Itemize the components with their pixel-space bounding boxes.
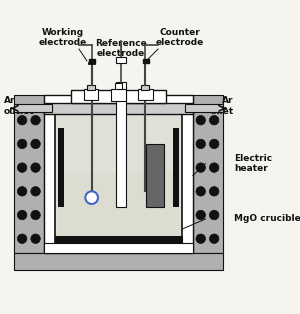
- Bar: [55, 236, 182, 243]
- Bar: [138, 89, 152, 100]
- Circle shape: [196, 234, 206, 243]
- Text: Reference
electrode: Reference electrode: [95, 39, 147, 58]
- Circle shape: [196, 139, 206, 149]
- Circle shape: [209, 234, 219, 243]
- Bar: [116, 57, 126, 63]
- Circle shape: [31, 116, 40, 125]
- Bar: [142, 85, 149, 90]
- Circle shape: [17, 139, 27, 149]
- Bar: [55, 108, 182, 243]
- Circle shape: [196, 116, 206, 125]
- Text: Ar
inlet: Ar inlet: [210, 96, 233, 116]
- Circle shape: [17, 187, 27, 196]
- Circle shape: [31, 187, 40, 196]
- Circle shape: [31, 210, 40, 220]
- Bar: [146, 144, 164, 207]
- Text: MgO crucible: MgO crucible: [234, 214, 300, 224]
- Bar: [84, 89, 98, 100]
- Circle shape: [17, 234, 27, 243]
- Circle shape: [31, 234, 40, 243]
- Text: Electric
heater: Electric heater: [234, 154, 272, 173]
- Text: Ar
outlet: Ar outlet: [4, 96, 34, 116]
- Circle shape: [209, 116, 219, 125]
- Bar: [173, 128, 179, 207]
- Bar: [14, 104, 52, 112]
- Bar: [44, 95, 193, 253]
- Bar: [143, 58, 149, 63]
- Bar: [116, 82, 126, 207]
- Circle shape: [31, 139, 40, 149]
- Bar: [58, 173, 179, 236]
- Bar: [88, 58, 95, 63]
- Circle shape: [196, 210, 206, 220]
- Bar: [185, 104, 223, 112]
- Bar: [115, 83, 122, 89]
- Bar: [44, 103, 193, 114]
- Circle shape: [17, 116, 27, 125]
- Circle shape: [17, 163, 27, 172]
- Bar: [87, 85, 95, 90]
- Circle shape: [196, 187, 206, 196]
- Circle shape: [31, 163, 40, 172]
- Bar: [44, 243, 193, 253]
- Bar: [111, 89, 126, 101]
- Bar: [14, 253, 223, 270]
- Circle shape: [209, 210, 219, 220]
- Bar: [58, 128, 64, 207]
- Bar: [14, 95, 44, 253]
- Circle shape: [209, 163, 219, 172]
- Circle shape: [196, 163, 206, 172]
- Bar: [71, 90, 166, 103]
- Bar: [116, 82, 126, 207]
- Circle shape: [209, 139, 219, 149]
- Circle shape: [17, 210, 27, 220]
- Text: Counter
electrode: Counter electrode: [156, 28, 204, 47]
- Circle shape: [85, 191, 98, 204]
- Text: Working
electrode: Working electrode: [39, 28, 87, 47]
- Bar: [193, 95, 223, 253]
- Circle shape: [209, 187, 219, 196]
